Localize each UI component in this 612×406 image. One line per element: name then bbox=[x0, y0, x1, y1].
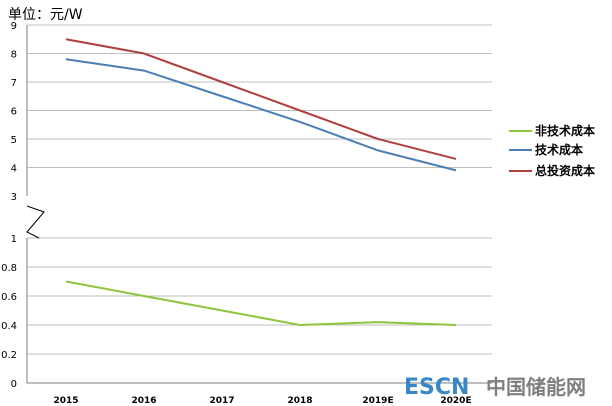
y-tick-label-upper: 7 bbox=[11, 78, 17, 89]
y-tick-label-upper: 3 bbox=[11, 192, 17, 203]
y-tick-label-upper: 8 bbox=[11, 50, 17, 61]
watermark: ESCN 中国储能网 bbox=[404, 375, 586, 400]
y-tick-label-upper: 6 bbox=[11, 107, 17, 118]
y-tick-label-lower: 0.8 bbox=[1, 263, 17, 274]
x-tick-label: 2018 bbox=[287, 396, 312, 406]
series-line-upper-0 bbox=[65, 58, 457, 172]
legend-label-total: 总投资成本 bbox=[535, 163, 595, 178]
y-tick-label-lower: 0.6 bbox=[1, 292, 17, 303]
series-lines bbox=[65, 38, 457, 327]
legend-label-tech: 技术成本 bbox=[535, 142, 583, 157]
upper-y-ticks: 3 4 5 6 7 8 9 bbox=[11, 21, 17, 203]
series-line-upper-1 bbox=[65, 38, 457, 160]
y-tick-label-upper: 5 bbox=[11, 135, 17, 146]
series-line-lower-0 bbox=[65, 280, 457, 327]
watermark-cjk: 中国储能网 bbox=[486, 375, 586, 399]
y-tick-label-lower: 0 bbox=[11, 379, 17, 390]
y-tick-label-lower: 0.2 bbox=[1, 350, 17, 361]
lower-y-ticks: 0 0.2 0.4 0.6 0.8 1 bbox=[1, 234, 17, 390]
x-tick-label: 2017 bbox=[209, 396, 234, 406]
x-tick-label: 2019E bbox=[362, 396, 393, 406]
legend: 非技术成本 技术成本 总投资成本 bbox=[509, 123, 595, 178]
upper-grid bbox=[27, 24, 492, 168]
y-tick-label-upper: 4 bbox=[11, 164, 17, 175]
lower-grid bbox=[27, 237, 492, 355]
x-tick-label: 2020E bbox=[440, 396, 471, 406]
y-tick-label-lower: 0.4 bbox=[1, 321, 17, 332]
y-tick-label-upper: 9 bbox=[11, 21, 17, 32]
x-tick-label: 2016 bbox=[131, 396, 156, 406]
axis-break-marker bbox=[26, 205, 45, 239]
x-tick-label: 2015 bbox=[53, 396, 78, 406]
x-ticks: 2015 2016 2017 2018 2019E 2020E bbox=[53, 396, 471, 406]
unit-label: 单位：元/W bbox=[8, 7, 83, 23]
legend-label-non-tech: 非技术成本 bbox=[535, 123, 595, 138]
watermark-latin: ESCN bbox=[404, 375, 469, 400]
y-tick-label-lower: 1 bbox=[11, 234, 17, 245]
